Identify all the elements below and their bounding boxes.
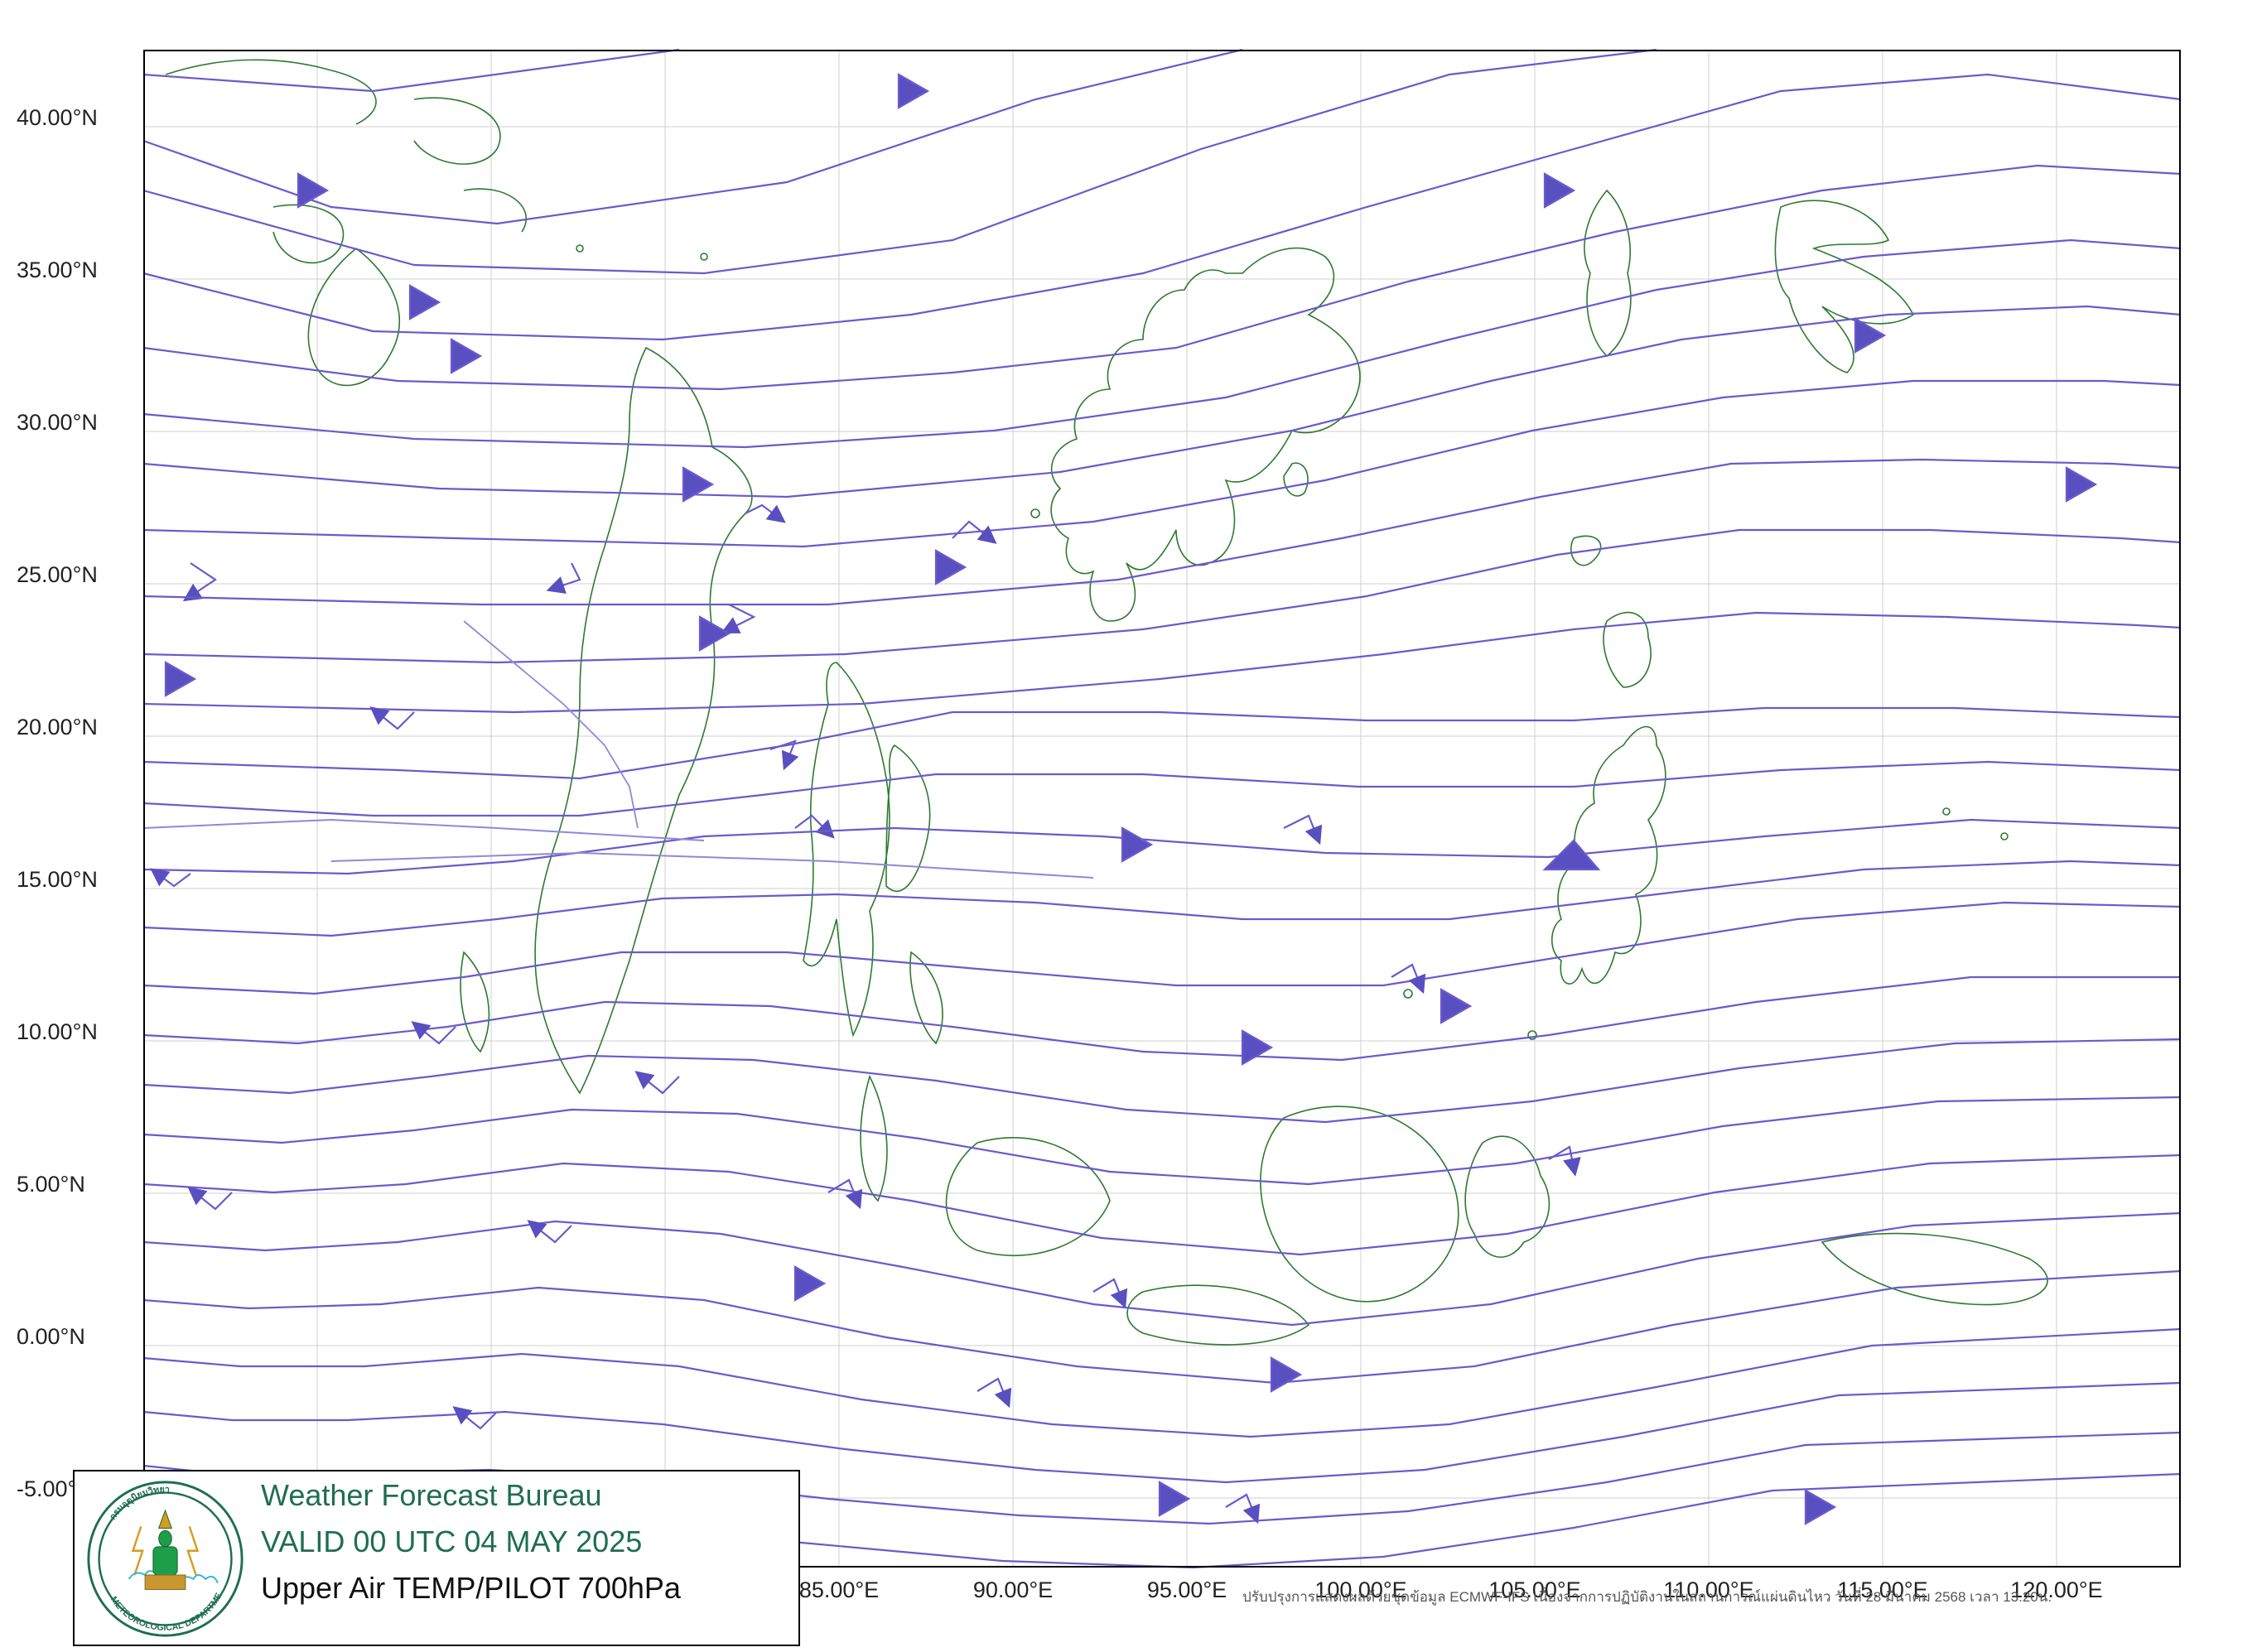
plot-border bbox=[143, 50, 2181, 1568]
weather-map-root: 40.00°N 35.00°N 30.00°N 25.00°N 20.00°N … bbox=[0, 0, 2257, 1652]
legend-title: Weather Forecast Bureau bbox=[261, 1478, 681, 1513]
legend-text-block: Weather Forecast Bureau VALID 00 UTC 04 … bbox=[261, 1478, 681, 1606]
y-tick-8: 0.00°N bbox=[17, 1324, 85, 1350]
legend-valid-time: VALID 00 UTC 04 MAY 2025 bbox=[261, 1524, 681, 1559]
y-tick-0: 40.00°N bbox=[17, 105, 98, 131]
y-tick-5: 15.00°N bbox=[17, 867, 98, 893]
y-tick-3: 25.00°N bbox=[17, 562, 98, 588]
legend-product-name: Upper Air TEMP/PILOT 700hPa bbox=[261, 1571, 681, 1606]
legend-box: กรมอุตุนิยมวิทยา METEOROLOGICAL DEPARTME… bbox=[73, 1470, 800, 1646]
y-tick-2: 30.00°N bbox=[17, 410, 98, 436]
x-tick-5: 95.00°E bbox=[1147, 1577, 1227, 1603]
y-tick-4: 20.00°N bbox=[17, 715, 98, 740]
y-tick-6: 10.00°N bbox=[17, 1019, 98, 1045]
y-tick-7: 5.00°N bbox=[17, 1172, 85, 1197]
footer-note-text: ปรับปรุงการแสดงผลด้วยชุดข้อมูล ECMWF-IFS… bbox=[1242, 1586, 2052, 1608]
meteorological-seal-icon: กรมอุตุนิยมวิทยา METEOROLOGICAL DEPARTME… bbox=[84, 1478, 246, 1640]
x-tick-4: 90.00°E bbox=[973, 1577, 1053, 1603]
x-tick-3: 85.00°E bbox=[799, 1577, 879, 1603]
y-tick-1: 35.00°N bbox=[17, 258, 98, 283]
